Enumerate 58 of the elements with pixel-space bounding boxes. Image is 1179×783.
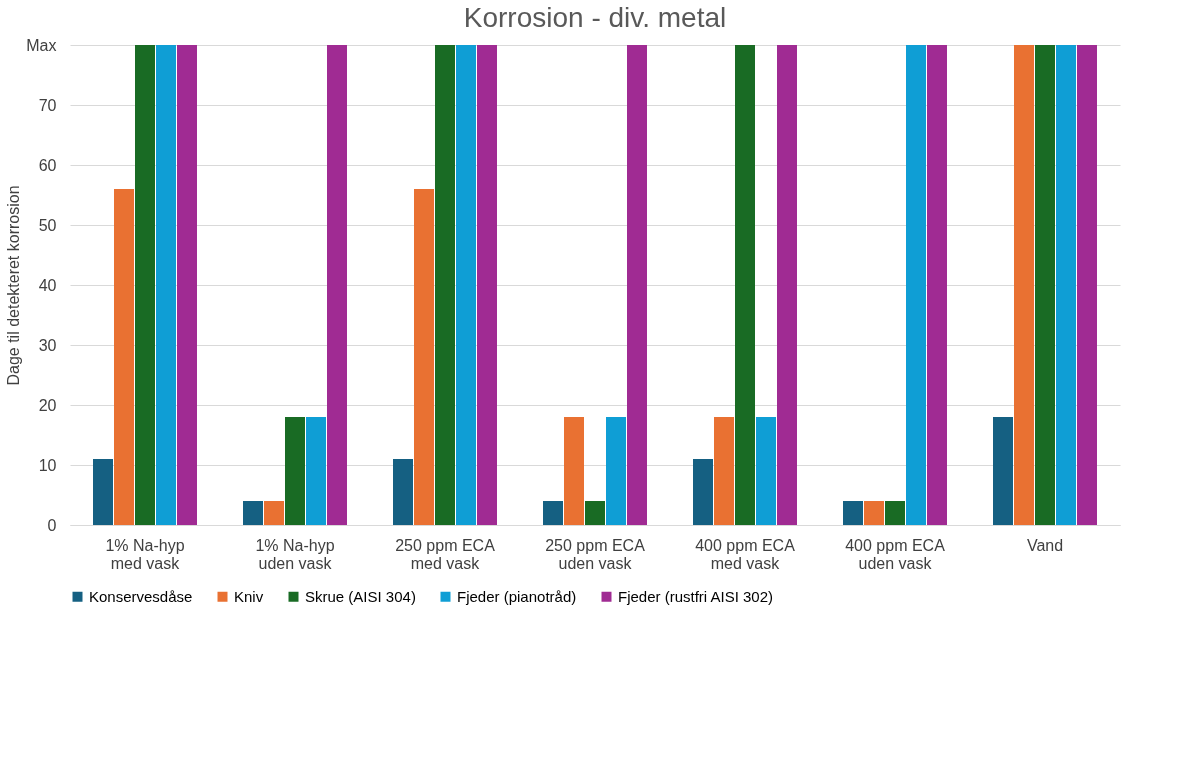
bar — [456, 45, 476, 525]
bar — [1035, 45, 1055, 525]
x-tick-label: 250 ppm ECA med vask — [395, 536, 496, 572]
bar — [1077, 45, 1097, 525]
y-tick-label: 10 — [38, 456, 57, 474]
bar — [177, 45, 197, 525]
bar — [927, 45, 947, 525]
bar — [735, 45, 755, 525]
bar — [393, 459, 413, 525]
legend-label: Skrue (AISI 304) — [305, 587, 416, 605]
bar — [477, 45, 497, 525]
bar — [114, 189, 134, 525]
y-tick-label: 60 — [38, 156, 57, 174]
chart-title: Korrosion - div. metal — [463, 2, 727, 33]
y-tick-label: 40 — [38, 276, 57, 294]
y-tick-label: 50 — [38, 216, 57, 234]
bar — [906, 45, 926, 525]
bar — [285, 417, 305, 525]
legend-label: Kniv — [234, 587, 264, 605]
bar — [864, 501, 884, 525]
x-tick-label: 1% Na-hyp uden vask — [255, 536, 335, 572]
x-tick-label: 1% Na-hyp med vask — [105, 536, 185, 572]
x-tick-label: 400 ppm ECA med vask — [695, 536, 796, 572]
y-tick-label: Max — [26, 36, 57, 54]
bar — [714, 417, 734, 525]
bar — [414, 189, 434, 525]
y-tick-label: 0 — [47, 516, 57, 534]
y-tick-label: 20 — [38, 396, 57, 414]
bar — [435, 45, 455, 525]
y-axis-title: Dage til detekteret korrosion — [5, 185, 23, 386]
bar — [306, 417, 326, 525]
bar — [756, 417, 776, 525]
bar — [627, 45, 647, 525]
bar — [585, 501, 605, 525]
bar — [1014, 45, 1034, 525]
legend-label: Fjeder (rustfri AISI 302) — [618, 587, 774, 605]
bar — [327, 45, 347, 525]
x-tick-label: Vand — [1026, 536, 1064, 554]
bar — [1056, 45, 1076, 525]
legend-label: Konservesdåse — [89, 587, 193, 605]
bar — [243, 501, 263, 525]
bar — [993, 417, 1013, 525]
bar — [543, 501, 563, 525]
legend-label: Fjeder (pianotråd) — [457, 587, 577, 605]
y-tick-label: 30 — [38, 336, 57, 354]
bar — [777, 45, 797, 525]
bar — [693, 459, 713, 525]
x-tick-label: 250 ppm ECA uden vask — [545, 536, 646, 572]
bar — [843, 501, 863, 525]
bar — [564, 417, 584, 525]
x-tick-label: 400 ppm ECA uden vask — [845, 536, 946, 572]
bar — [885, 501, 905, 525]
bar — [606, 417, 626, 525]
bar — [156, 45, 176, 525]
bar — [93, 459, 113, 525]
bar — [264, 501, 284, 525]
bar — [135, 45, 155, 525]
y-tick-label: 70 — [38, 96, 57, 114]
